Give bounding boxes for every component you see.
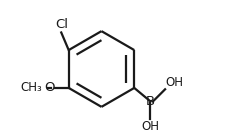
Text: B: B [145, 95, 154, 108]
Text: OH: OH [165, 76, 183, 89]
Text: Cl: Cl [55, 18, 68, 31]
Text: O: O [44, 81, 54, 94]
Text: CH₃: CH₃ [21, 81, 42, 94]
Text: OH: OH [141, 120, 159, 133]
